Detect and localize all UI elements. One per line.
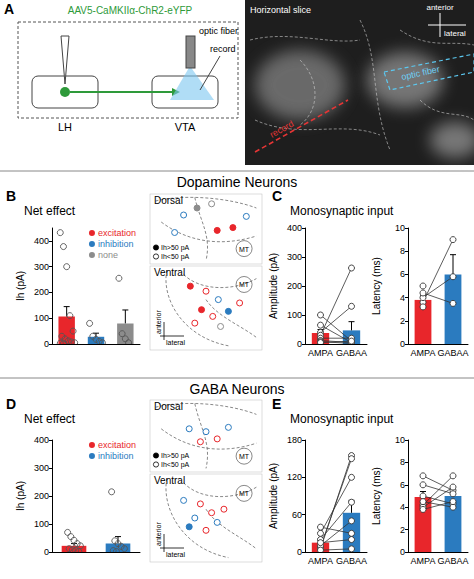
svg-text:2: 2 xyxy=(400,316,405,326)
svg-text:400: 400 xyxy=(34,435,49,445)
svg-text:inhibition: inhibition xyxy=(98,239,134,249)
svg-text:optic fiber: optic fiber xyxy=(400,64,440,82)
svg-text:Latency (ms): Latency (ms) xyxy=(371,257,382,315)
svg-text:lateral: lateral xyxy=(166,551,186,558)
svg-text:400: 400 xyxy=(34,236,49,246)
svg-text:AAV5-CaMKIIα-ChR2-eYFP: AAV5-CaMKIIα-ChR2-eYFP xyxy=(68,5,193,16)
svg-text:GABA Neurons: GABA Neurons xyxy=(190,381,285,397)
svg-text:8: 8 xyxy=(400,246,405,256)
svg-text:AMPA: AMPA xyxy=(308,348,333,358)
svg-text:GABAA: GABAA xyxy=(437,556,468,566)
svg-text:200: 200 xyxy=(287,281,302,291)
svg-text:Latency (ms): Latency (ms) xyxy=(371,467,382,525)
svg-text:Ih>50 pA: Ih>50 pA xyxy=(161,244,190,252)
svg-text:100: 100 xyxy=(34,519,49,529)
svg-text:Ventral: Ventral xyxy=(154,267,185,278)
svg-text:MT: MT xyxy=(239,246,250,253)
svg-text:300: 300 xyxy=(287,252,302,262)
svg-text:record: record xyxy=(210,44,236,54)
svg-text:100: 100 xyxy=(287,310,302,320)
svg-text:6: 6 xyxy=(400,480,405,490)
svg-text:LH: LH xyxy=(58,121,72,133)
svg-text:AMPA: AMPA xyxy=(308,556,333,566)
svg-text:excitation: excitation xyxy=(98,228,136,238)
svg-text:A: A xyxy=(4,1,14,17)
svg-text:MT: MT xyxy=(239,453,250,460)
svg-text:4: 4 xyxy=(400,293,405,303)
svg-text:Amplitude (pA): Amplitude (pA) xyxy=(268,253,279,319)
svg-text:120: 120 xyxy=(287,472,302,482)
svg-text:0: 0 xyxy=(44,547,49,557)
svg-text:100: 100 xyxy=(34,313,49,323)
svg-text:Dorsal: Dorsal xyxy=(154,195,183,206)
svg-text:D: D xyxy=(6,396,16,412)
svg-text:200: 200 xyxy=(34,491,49,501)
svg-text:AMPA: AMPA xyxy=(411,556,436,566)
svg-text:B: B xyxy=(6,188,16,204)
svg-text:excitation: excitation xyxy=(98,440,136,450)
svg-text:60: 60 xyxy=(292,510,302,520)
svg-text:MT: MT xyxy=(239,490,250,497)
svg-text:anterior: anterior xyxy=(426,3,453,12)
svg-text:Dorsal: Dorsal xyxy=(154,401,183,412)
svg-text:none: none xyxy=(98,250,118,260)
svg-text:anterior: anterior xyxy=(155,310,162,334)
svg-text:0: 0 xyxy=(400,547,405,557)
svg-text:0: 0 xyxy=(44,339,49,349)
svg-text:0: 0 xyxy=(297,547,302,557)
svg-text:Ih (pA): Ih (pA) xyxy=(15,271,26,301)
svg-text:10: 10 xyxy=(395,223,405,233)
svg-text:8: 8 xyxy=(400,457,405,467)
svg-text:anterior: anterior xyxy=(155,522,162,546)
svg-text:6: 6 xyxy=(400,269,405,279)
svg-text:Monosynaptic input: Monosynaptic input xyxy=(290,204,394,218)
svg-text:Ih<50 pA: Ih<50 pA xyxy=(161,253,190,261)
svg-text:300: 300 xyxy=(34,262,49,272)
svg-text:inhibition: inhibition xyxy=(98,451,134,461)
svg-text:Dopamine Neurons: Dopamine Neurons xyxy=(177,174,298,190)
svg-text:Amplitude (pA): Amplitude (pA) xyxy=(268,463,279,529)
svg-text:2: 2 xyxy=(400,525,405,535)
svg-text:GABAA: GABAA xyxy=(437,348,468,358)
svg-text:4: 4 xyxy=(400,502,405,512)
svg-text:10: 10 xyxy=(395,435,405,445)
svg-text:Ih>50 pA: Ih>50 pA xyxy=(161,452,190,460)
svg-text:200: 200 xyxy=(34,287,49,297)
svg-text:Ih<50 pA: Ih<50 pA xyxy=(161,461,190,469)
svg-text:180: 180 xyxy=(287,435,302,445)
svg-text:E: E xyxy=(272,396,281,412)
svg-text:VTA: VTA xyxy=(175,121,196,133)
svg-text:AMPA: AMPA xyxy=(411,348,436,358)
svg-text:Net effect: Net effect xyxy=(24,204,76,218)
svg-text:0: 0 xyxy=(400,339,405,349)
svg-text:record: record xyxy=(268,119,295,140)
svg-text:optic fiber: optic fiber xyxy=(199,26,238,36)
svg-text:GABAA: GABAA xyxy=(336,556,367,566)
svg-text:Horizontal slice: Horizontal slice xyxy=(250,5,311,15)
svg-text:lateral: lateral xyxy=(444,29,466,38)
svg-text:Ih (pA): Ih (pA) xyxy=(15,481,26,511)
svg-text:0: 0 xyxy=(297,339,302,349)
svg-text:MT: MT xyxy=(239,281,250,288)
svg-text:Ventral: Ventral xyxy=(154,475,185,486)
svg-text:Monosynaptic input: Monosynaptic input xyxy=(290,412,394,426)
svg-text:300: 300 xyxy=(34,463,49,473)
svg-text:GABAA: GABAA xyxy=(336,348,367,358)
svg-text:lateral: lateral xyxy=(166,339,186,346)
svg-text:Net effect: Net effect xyxy=(24,412,76,426)
svg-text:400: 400 xyxy=(287,223,302,233)
svg-text:C: C xyxy=(272,188,282,204)
